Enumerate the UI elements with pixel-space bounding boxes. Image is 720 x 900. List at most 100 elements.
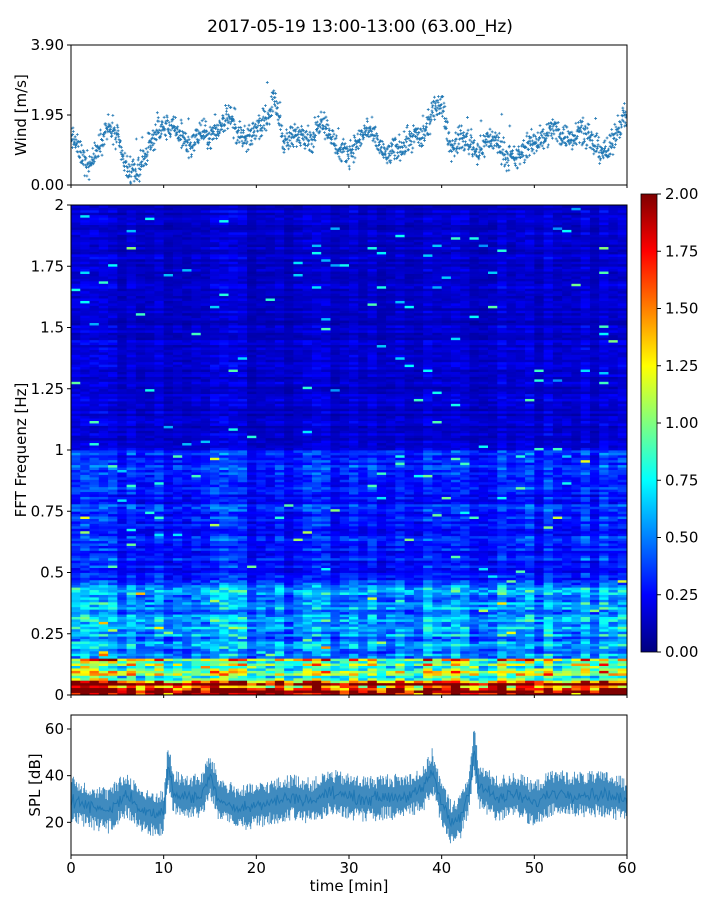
wind-point: [101, 139, 105, 142]
spectrogram-cell: [497, 685, 507, 689]
spectrogram-cell: [154, 628, 165, 632]
spectrogram-cell: [543, 614, 554, 617]
spectrogram-cell: [367, 650, 378, 654]
spectrogram-cell: [302, 584, 313, 588]
wind-point: [416, 141, 420, 144]
spectrogram-cell: [330, 658, 341, 662]
wind-point: [111, 143, 115, 146]
spectrogram-cell: [219, 631, 229, 635]
spectrogram-cell: [450, 646, 461, 649]
spectrogram-cell: [478, 577, 489, 581]
spectrogram-cell: [80, 672, 90, 676]
spectrogram-cell: [506, 572, 517, 576]
wind-point: [79, 140, 82, 143]
spectrogram-cell: [200, 579, 211, 583]
spectrogram-cell: [237, 685, 248, 689]
spectrogram-cell: [247, 592, 257, 595]
spectrogram-cell: [367, 601, 378, 605]
spectrogram-cell: [488, 572, 498, 576]
wind-point: [257, 121, 261, 125]
spectrogram-cell: [358, 601, 368, 605]
spectrogram-cell: [386, 572, 396, 576]
spectrogram-cell: [247, 582, 257, 586]
spectrogram-cell: [488, 589, 498, 593]
spectrogram-cell: [617, 663, 628, 666]
spectrogram-cell: [441, 599, 452, 603]
spectrogram-cell: [562, 604, 572, 608]
spectrogram-cell: [386, 579, 396, 583]
spectrogram-cell: [608, 587, 619, 591]
spectrogram-cell: [525, 660, 535, 664]
spectrogram-cell: [515, 623, 526, 627]
spectrogram-cell: [349, 643, 359, 647]
wind-point: [382, 142, 385, 146]
spectrogram-cell: [98, 653, 109, 657]
spectrogram-cell: [182, 660, 192, 664]
wind-y-tick-label: 3.90: [31, 36, 64, 54]
spectrogram-cell: [562, 633, 572, 637]
spectrogram-cell: [534, 636, 544, 640]
spectrogram-cell: [395, 641, 405, 644]
spectrogram-cell: [488, 587, 498, 591]
wind-point: [319, 110, 323, 114]
spectrogram-cell: [460, 599, 470, 603]
spectrogram-cell: [534, 587, 544, 591]
spectrogram-cell: [98, 631, 109, 635]
wind-point: [113, 128, 117, 132]
spectrogram-cell: [386, 614, 396, 617]
spectrogram-cell: [423, 589, 433, 593]
spectrogram-cell: [506, 597, 517, 600]
spectrogram-cell: [469, 623, 480, 627]
spectrogram-cell: [219, 577, 229, 581]
spectrogram-cell: [98, 643, 109, 647]
spectrogram-cell: [432, 685, 443, 689]
spectrogram-cell: [358, 658, 368, 662]
spectrogram-cell: [460, 597, 470, 600]
spectrogram-cell: [525, 663, 535, 666]
spectrogram-cell: [247, 579, 257, 583]
wind-point: [610, 128, 614, 131]
spectrogram-cell: [552, 677, 563, 681]
spectrogram-cell: [562, 650, 572, 654]
spectrogram-cell: [367, 687, 378, 691]
spectrogram-cell: [89, 594, 100, 598]
wind-point: [216, 128, 220, 131]
spectrogram-cell: [349, 606, 359, 610]
spectrogram-cell: [210, 660, 220, 664]
wind-point: [552, 132, 556, 136]
wind-point: [207, 143, 211, 147]
spectrogram-cell: [126, 614, 137, 617]
spectrogram-cell: [358, 570, 368, 573]
spectrogram-cell: [358, 655, 368, 659]
spectrogram-cell: [145, 599, 155, 603]
spectrogram-cell: [191, 582, 202, 586]
spectrogram-cell: [200, 668, 211, 671]
spectrogram-cell: [98, 565, 109, 568]
spectrogram-cell: [349, 675, 359, 679]
spectrogram-cell: [515, 677, 526, 681]
spectrogram-cell: [432, 670, 443, 674]
spectrogram-cell: [311, 597, 322, 600]
spectrogram-cell: [589, 680, 600, 684]
spectrogram-cell: [339, 641, 350, 644]
spectrogram-cell: [71, 567, 81, 571]
spectrogram-cell: [543, 587, 554, 591]
spectrogram-cell: [367, 616, 378, 620]
spectrogram-cell: [117, 582, 127, 586]
spectrogram-cell: [135, 682, 146, 686]
spectrogram-cell: [562, 623, 572, 627]
spectrogram-cell: [284, 599, 294, 603]
spectrogram-cell: [441, 565, 452, 568]
spectrogram-cell: [339, 638, 350, 642]
spectrogram-cell: [497, 621, 507, 625]
spectrogram-cell: [441, 623, 452, 627]
spectrogram-cell: [200, 570, 211, 573]
spectrogram-cell: [543, 658, 554, 662]
spectrogram-cell: [330, 655, 341, 659]
spectrogram-cell: [497, 655, 507, 659]
wind-point: [140, 163, 143, 167]
spectrogram-cell: [367, 646, 378, 649]
spectrogram-cell: [284, 643, 294, 647]
spectrogram-cell: [515, 599, 526, 603]
wind-point: [348, 138, 352, 142]
